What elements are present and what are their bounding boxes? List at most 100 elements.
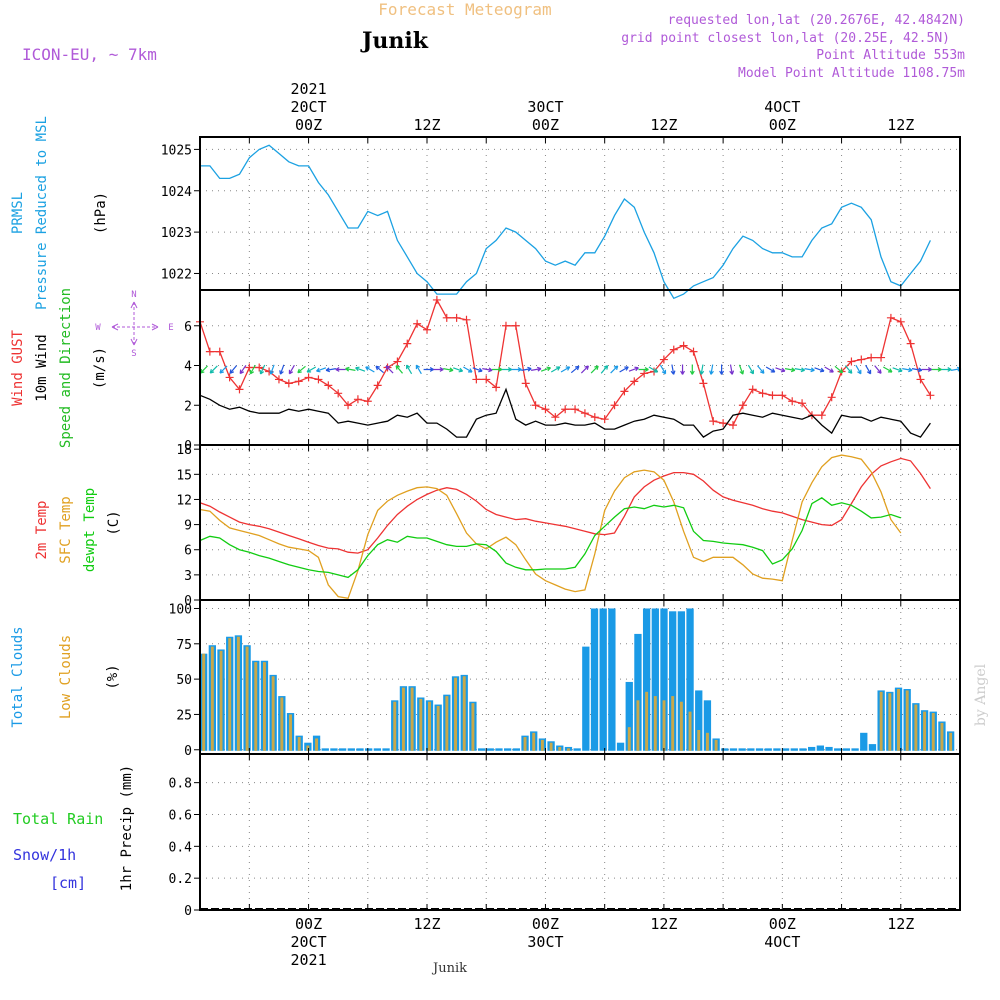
gust-marker bbox=[709, 417, 718, 426]
total-cloud-bar bbox=[834, 748, 842, 751]
low-cloud-bar bbox=[280, 697, 284, 751]
total-cloud-bar bbox=[677, 611, 686, 751]
y-tick-label: 15 bbox=[176, 468, 192, 483]
low-cloud-bar bbox=[940, 722, 944, 751]
low-cloud-bar bbox=[688, 711, 692, 751]
total-cloud-bar bbox=[816, 745, 824, 751]
footer-location: Junik bbox=[431, 961, 467, 976]
low-cloud-bar bbox=[454, 677, 458, 751]
point-altitude: Point Altitude 553m bbox=[816, 48, 965, 63]
y-tick-label: 9 bbox=[184, 519, 192, 534]
gust-marker bbox=[738, 401, 747, 410]
wind-direction-arrow bbox=[209, 365, 218, 374]
series-line-pressure bbox=[200, 144, 931, 300]
wind-direction-arrow bbox=[590, 365, 599, 374]
wind-direction-arrow bbox=[941, 367, 952, 372]
wind-direction-arrow bbox=[638, 367, 649, 372]
panel-label: 10m Wind bbox=[34, 334, 50, 401]
total-cloud-bar bbox=[573, 748, 581, 751]
top-time-label: 00Z bbox=[295, 116, 322, 134]
gust-marker bbox=[580, 409, 589, 418]
gust-marker bbox=[452, 313, 461, 322]
low-cloud-bar bbox=[445, 696, 449, 751]
gust-marker bbox=[215, 347, 224, 356]
low-cloud-bar bbox=[419, 698, 423, 751]
wind-direction-arrow bbox=[521, 366, 532, 372]
y-tick-label: 0 bbox=[184, 594, 192, 609]
gust-marker bbox=[531, 401, 540, 410]
gust-marker bbox=[255, 363, 264, 372]
top-time-label: 4OCT bbox=[764, 98, 800, 116]
low-cloud-bar bbox=[566, 748, 570, 751]
total-cloud-bar bbox=[781, 748, 790, 751]
gust-marker bbox=[462, 315, 471, 324]
gust-marker bbox=[561, 405, 570, 414]
compass-n: N bbox=[131, 290, 136, 300]
wind-direction-arrow bbox=[453, 367, 464, 373]
gust-marker bbox=[235, 385, 244, 394]
gust-marker bbox=[867, 353, 876, 362]
low-cloud-bar bbox=[905, 690, 909, 751]
wind-direction-arrow bbox=[385, 365, 394, 374]
gust-marker bbox=[413, 319, 422, 328]
low-cloud-bar bbox=[297, 737, 301, 751]
y-tick-label: 0.4 bbox=[169, 840, 193, 855]
y-tick-label: 4 bbox=[184, 360, 192, 375]
total-cloud-bar bbox=[773, 748, 781, 751]
gust-marker bbox=[640, 369, 649, 378]
total-cloud-bar bbox=[808, 746, 816, 751]
wind-direction-arrow bbox=[511, 367, 522, 372]
panel-frame bbox=[199, 599, 961, 755]
gust-marker bbox=[679, 341, 688, 350]
bottom-time-label: 00Z bbox=[532, 915, 559, 933]
gust-marker bbox=[758, 389, 767, 398]
bottom-time-label: 4OCT bbox=[764, 933, 800, 951]
wind-direction-arrow bbox=[784, 367, 796, 373]
gust-marker bbox=[857, 355, 866, 364]
series-line-temp2m bbox=[199, 457, 931, 554]
y-axis-label: (hPa) bbox=[93, 192, 109, 234]
low-cloud-bar bbox=[931, 713, 935, 751]
y-axis-label: (%) bbox=[105, 664, 121, 689]
wind-direction-arrow bbox=[279, 364, 285, 375]
gust-marker bbox=[324, 381, 333, 390]
y-tick-label: 50 bbox=[176, 673, 192, 688]
low-cloud-bar bbox=[627, 727, 631, 751]
total-cloud-bar bbox=[825, 746, 833, 751]
wind-direction-arrow bbox=[699, 364, 705, 375]
gust-marker bbox=[571, 405, 580, 414]
gust-marker bbox=[798, 399, 807, 408]
gust-marker bbox=[393, 357, 402, 366]
wind-direction-arrow bbox=[415, 364, 422, 375]
wind-direction-arrow bbox=[757, 365, 765, 374]
total-cloud-bar bbox=[582, 646, 590, 751]
wind-direction-arrow bbox=[239, 365, 247, 375]
total-cloud-bar bbox=[504, 748, 512, 751]
chart-title: Forecast Meteogram bbox=[378, 0, 551, 19]
compass-s: S bbox=[131, 349, 136, 359]
low-cloud-bar bbox=[653, 696, 657, 751]
wind-direction-arrow bbox=[269, 364, 275, 375]
gust-marker bbox=[274, 375, 283, 384]
gust-marker bbox=[442, 313, 451, 322]
top-time-label: 12Z bbox=[650, 116, 677, 134]
total-cloud-bar bbox=[599, 608, 607, 751]
wind-direction-arrow bbox=[219, 365, 228, 374]
wind-direction-arrow bbox=[911, 367, 923, 373]
wind-direction-arrow bbox=[531, 366, 542, 372]
y-tick-label: 1024 bbox=[161, 185, 192, 200]
low-cloud-bar bbox=[401, 687, 405, 751]
low-cloud-bar bbox=[671, 696, 675, 751]
total-cloud-bar bbox=[365, 748, 373, 751]
low-cloud-bar bbox=[697, 729, 701, 751]
gust-marker bbox=[906, 339, 915, 348]
top-time-label: 12Z bbox=[413, 116, 440, 134]
gust-marker bbox=[353, 395, 362, 404]
wind-direction-arrow bbox=[325, 367, 336, 373]
total-cloud-bar bbox=[590, 608, 599, 751]
y-tick-label: 3 bbox=[184, 569, 192, 584]
wind-direction-arrow bbox=[892, 367, 903, 373]
wind-direction-arrow bbox=[345, 366, 356, 372]
panel-label: Wind GUST bbox=[10, 330, 26, 406]
